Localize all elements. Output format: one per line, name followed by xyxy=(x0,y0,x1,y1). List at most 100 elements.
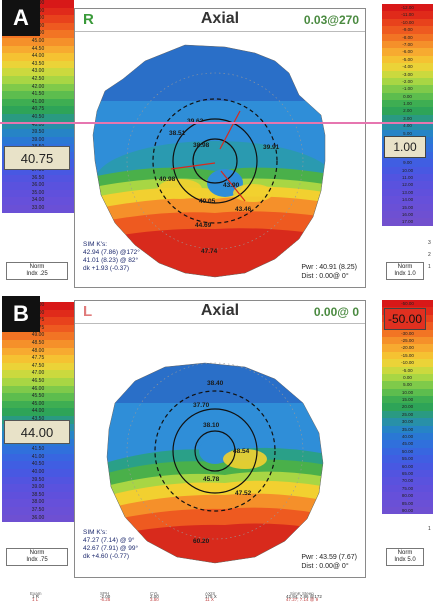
pwr-value: Pwr : 43.59 (7.67) xyxy=(301,554,357,561)
exam-table: Exam SPH CYL AXIS SimK Steep 1 R -2.00 2… xyxy=(0,591,433,602)
scale-cell: -7.00 xyxy=(382,40,433,49)
scale-indicator[interactable]: 44.00 xyxy=(4,420,70,444)
scale-cell: 2.00 xyxy=(382,107,433,115)
scale-cell: -12.00 xyxy=(382,4,433,12)
right-marker: 1 xyxy=(428,526,431,532)
scale-cell: -2.00 xyxy=(382,77,433,86)
scale-cell: -30.00 xyxy=(382,329,433,337)
scale-cell: 16.00 xyxy=(382,210,433,219)
table-header: Exam xyxy=(30,591,42,596)
right-norm-label: Norm xyxy=(397,264,413,270)
scale-cell: 45.50 xyxy=(2,393,74,401)
table-header-row: Exam SPH CYL AXIS SimK Steep xyxy=(0,591,433,596)
map-value: 60.20 xyxy=(193,538,210,545)
table-header: SPH xyxy=(100,591,110,596)
right-scale-indicator[interactable]: 1.00 xyxy=(384,136,426,158)
scale-cell: 40.00 xyxy=(2,121,74,130)
scale-indicator[interactable]: 40.75 xyxy=(4,146,70,170)
map-header: R Axial 0.03@270 xyxy=(75,9,365,32)
table-cell: 175 X xyxy=(205,594,217,599)
dist-value: Dist : 0.00@ 0° xyxy=(301,273,349,280)
map-title: Axial xyxy=(200,10,240,27)
scale-cell: 60.00 xyxy=(382,462,433,470)
scale-cell: 44.00 xyxy=(2,53,74,61)
table-row[interactable]: 1 R -2.00 2.00 175 X 42.94; 7.86 @172 xyxy=(0,594,433,599)
color-scale-strip: 54.0052.0050.7549.7549.0048.5048.0047.75… xyxy=(2,302,74,523)
scale-cell: 17.00 xyxy=(382,218,433,226)
right-norm-label: Norm xyxy=(397,550,413,556)
right-marker: 2 xyxy=(428,252,431,258)
axial-map-frame: L Axial 0.00@ 0 xyxy=(74,300,366,578)
norm-index-box[interactable]: Norm Indx .25 xyxy=(6,262,68,280)
right-norm-index-box[interactable]: Norm Indx 1.0 xyxy=(386,262,424,280)
scale-cell: 46.00 xyxy=(2,385,74,394)
topography-map[interactable]: 39.62 38.51 38.98 39.91 40.98 43.90 40.0… xyxy=(75,31,365,287)
scale-cell: 10.00 xyxy=(382,166,433,174)
scale-cell: 45.00 xyxy=(2,400,74,409)
table-cell: 42.94; 7.86 @172 xyxy=(286,594,322,599)
scale-cell: 39.00 xyxy=(2,136,74,145)
map-value: 40.05 xyxy=(199,198,216,205)
power-distance-readout: Pwr : 43.59 (7.67) Dist : 0.00@ 0° xyxy=(301,553,357,571)
scale-cell: 43.00 xyxy=(2,68,74,76)
norm-index: Indx .75 xyxy=(26,557,48,563)
table-cell: 1 R xyxy=(32,594,40,599)
scale-cell: 80.00 xyxy=(382,492,433,500)
scale-cell: 12.00 xyxy=(382,181,433,189)
map-value: 47.52 xyxy=(235,490,252,497)
simk-label: SIM K's: xyxy=(83,529,107,536)
pwr-value: Pwr : 40.91 (8.25) xyxy=(301,264,357,271)
map-value: 38.98 xyxy=(193,142,210,149)
right-marker: 3 xyxy=(428,240,431,246)
scale-cell: 0.00 xyxy=(382,92,433,101)
panel-a: A 53.0049.0048.0047.0046.0045.0044.5044.… xyxy=(2,0,433,290)
scale-cell: 20.00 xyxy=(382,403,433,411)
simk-flat: 41.01 (8.23) @ 82° xyxy=(83,257,139,264)
map-value: 43.90 xyxy=(223,182,240,189)
table-header: CYL xyxy=(150,591,159,596)
right-scale-indicator[interactable]: -50.00 xyxy=(384,308,426,330)
scale-cell: 55.00 xyxy=(382,455,433,463)
right-marker: 1 xyxy=(428,264,431,270)
scale-cell: 25.00 xyxy=(382,410,433,419)
norm-index-box[interactable]: Norm Indx .75 xyxy=(6,548,68,566)
scale-cell: -50.00 xyxy=(382,300,433,308)
map-value: 40.98 xyxy=(159,176,176,183)
table-cell: 2.00 xyxy=(150,594,159,599)
scale-cell: 44.50 xyxy=(2,45,74,54)
simk-delta: dk +1.93 (-0.37) xyxy=(83,265,130,272)
scale-cell: -5.00 xyxy=(382,55,433,64)
power-readout: 0.03@270 xyxy=(303,13,359,27)
scale-cell: -6.00 xyxy=(382,48,433,56)
scale-cell: 41.00 xyxy=(2,453,74,462)
scale-cell: 40.00 xyxy=(2,469,74,477)
scale-cell: 5.00 xyxy=(382,381,433,389)
dist-value: Dist : 0.00@ 0° xyxy=(301,563,349,570)
scale-cell: 85.00 xyxy=(382,499,433,507)
panel-b: B 54.0052.0050.7549.7549.0048.5048.0047.… xyxy=(2,296,433,592)
map-value: 43.46 xyxy=(235,206,252,213)
scale-cell: 41.00 xyxy=(2,98,74,107)
right-norm-index-box[interactable]: Norm Indx 5.0 xyxy=(386,548,424,566)
scale-cell: 40.75 xyxy=(2,106,74,114)
scale-cell: 40.50 xyxy=(2,461,74,470)
scale-cell: 65.00 xyxy=(382,469,433,478)
scale-cell: 13.00 xyxy=(382,188,433,197)
norm-index: Indx .25 xyxy=(26,271,48,277)
scale-cell: -20.00 xyxy=(382,344,433,352)
simk-flat: 42.67 (7.91) @ 99° xyxy=(83,545,139,552)
scale-cell: -25.00 xyxy=(382,336,433,345)
scale-cell: 41.50 xyxy=(2,91,74,99)
scale-cell: 45.00 xyxy=(382,440,433,448)
scale-cell: 35.00 xyxy=(382,425,433,434)
eye-label: L xyxy=(83,303,93,320)
map-value: 44.69 xyxy=(195,222,212,229)
scale-cell: -9.00 xyxy=(382,26,433,34)
topography-map[interactable]: 38.40 37.70 38.10 48.54 45.78 47.52 60.2… xyxy=(75,323,365,577)
scale-cell: 10.00 xyxy=(382,388,433,397)
scale-cell: 42.00 xyxy=(2,83,74,92)
scale-cell: -1.00 xyxy=(382,85,433,93)
scale-cell: 15.00 xyxy=(382,396,433,404)
norm-label: Norm xyxy=(29,264,45,270)
scale-cell: 70.00 xyxy=(382,477,433,485)
